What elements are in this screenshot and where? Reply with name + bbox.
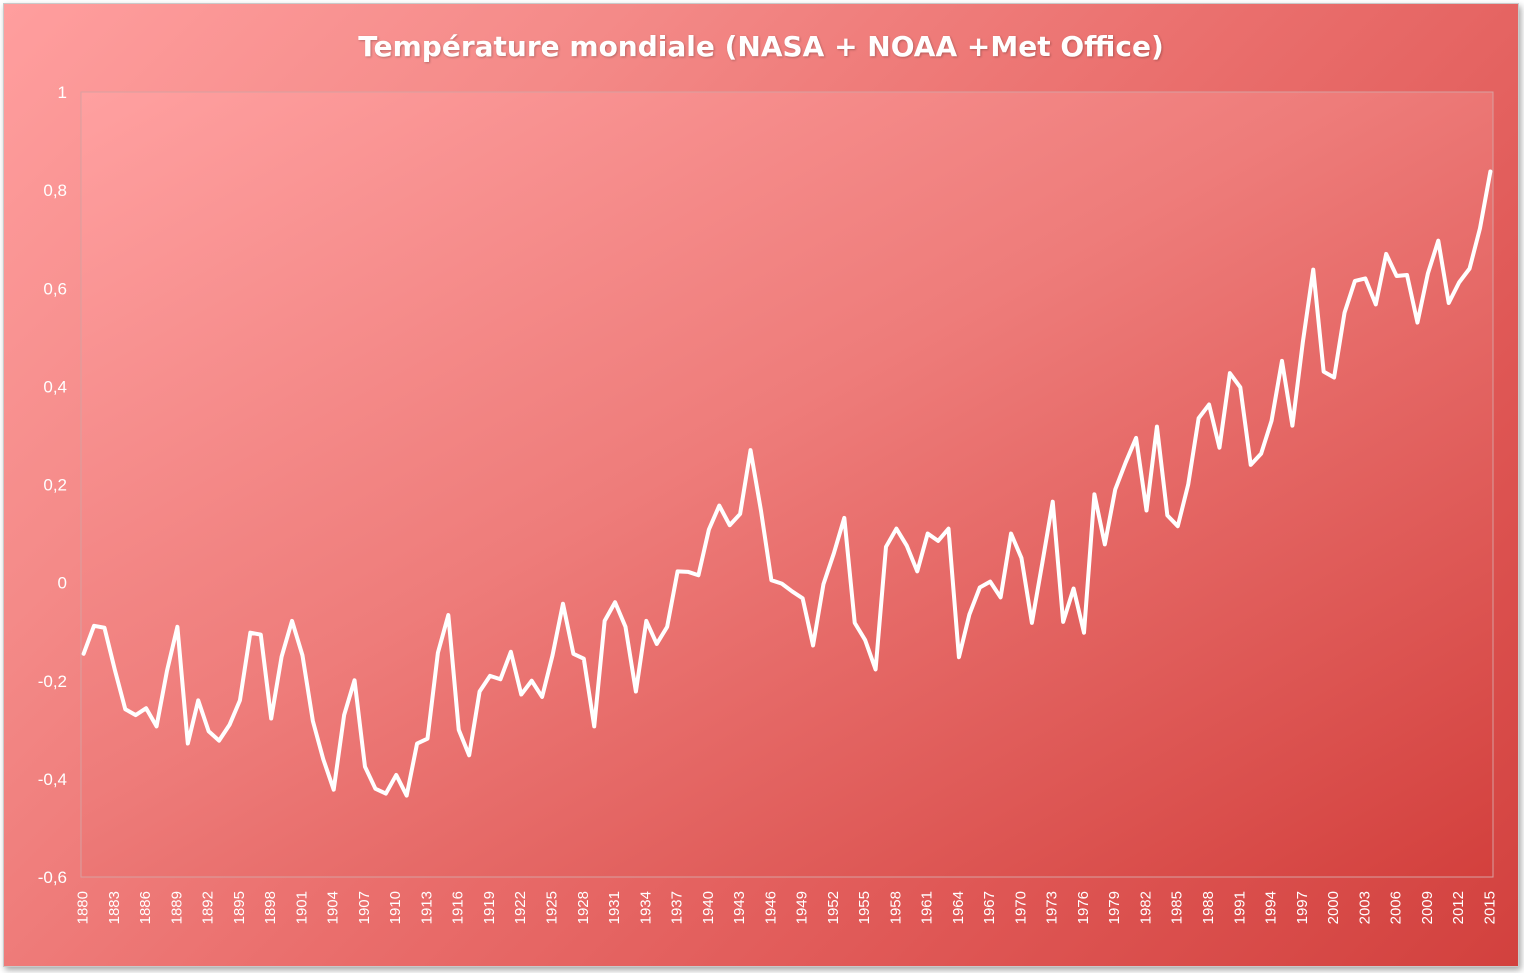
- x-tick-label: 1994: [1263, 891, 1280, 924]
- x-tick-label: 1889: [168, 891, 185, 924]
- x-tick-label: 1985: [1169, 891, 1186, 924]
- x-tick-label: 1952: [825, 891, 842, 924]
- x-tick-label: 1916: [450, 891, 467, 924]
- x-tick-label: 1883: [106, 891, 123, 924]
- x-tick-label: 1967: [981, 891, 998, 924]
- y-tick-label: 0: [58, 574, 67, 593]
- x-tick-label: 1988: [1200, 891, 1217, 924]
- x-tick-label: 1910: [387, 891, 404, 924]
- x-tick-label: 2003: [1356, 891, 1373, 924]
- x-tick-label: 1886: [137, 891, 154, 924]
- x-tick-label: 1904: [325, 891, 342, 924]
- x-tick-label: 1925: [544, 891, 561, 924]
- series-line: [81, 169, 1493, 798]
- x-tick-label: 2009: [1419, 891, 1436, 924]
- x-tick-label: 1961: [919, 891, 936, 924]
- x-tick-label: 1958: [887, 891, 904, 924]
- chart-frame: Température mondiale (NASA + NOAA +Met O…: [3, 3, 1519, 967]
- y-axis: -0,6 -0,4 -0,2 0 0,2 0,4 0,6 0,8 1: [38, 83, 67, 887]
- x-tick-label: 1949: [794, 891, 811, 924]
- y-tick-label: 0,8: [43, 181, 67, 200]
- x-tick-label: 1907: [356, 891, 373, 924]
- x-tick-label: 1946: [762, 891, 779, 924]
- x-tick-label: 1970: [1012, 891, 1029, 924]
- chart-title: Température mondiale (NASA + NOAA +Met O…: [358, 30, 1164, 63]
- x-tick-label: 1973: [1044, 891, 1061, 924]
- x-tick-label: 1892: [200, 891, 217, 924]
- x-tick-label: 1955: [856, 891, 873, 924]
- x-tick-label: 1943: [731, 891, 748, 924]
- x-tick-label: 1922: [512, 891, 529, 924]
- x-tick-label: 1898: [262, 891, 279, 924]
- x-tick-label: 1919: [481, 891, 498, 924]
- x-tick-label: 1964: [950, 891, 967, 924]
- y-tick-label: -0,2: [38, 672, 67, 691]
- x-tick-label: 1976: [1075, 891, 1092, 924]
- y-tick-label: -0,6: [38, 868, 67, 887]
- x-tick-label: 2012: [1450, 891, 1467, 924]
- x-tick-label: 1901: [293, 891, 310, 924]
- x-tick-label: 1982: [1137, 891, 1154, 924]
- y-tick-label: 0,2: [43, 476, 67, 495]
- x-tick-label: 1934: [637, 891, 654, 924]
- x-tick-label: 1937: [669, 891, 686, 924]
- x-tick-label: 1931: [606, 891, 623, 924]
- x-tick-label: 2015: [1481, 891, 1498, 924]
- x-tick-label: 1991: [1231, 891, 1248, 924]
- x-tick-label: 2000: [1325, 891, 1342, 924]
- plot-area: [80, 91, 1494, 878]
- x-tick-label: 1997: [1294, 891, 1311, 924]
- x-tick-label: 1979: [1106, 891, 1123, 924]
- x-axis: 1880 1883 1886 1889 1892 1895 1898 1901 1904 1907…: [75, 891, 1499, 924]
- line-chart: -0,6-0,4-0,200,20,40,60,81 1880 1883 1886 1…: [38, 83, 1499, 924]
- y-tick-label: 0,6: [43, 279, 67, 298]
- y-tick-label: 0,4: [43, 377, 67, 396]
- x-tick-label: 1913: [418, 891, 435, 924]
- x-tick-label: 2006: [1388, 891, 1405, 924]
- x-tick-label: 1880: [75, 891, 92, 924]
- x-tick-label: 1928: [575, 891, 592, 924]
- y-tick-label: 1: [58, 83, 67, 102]
- x-tick-label: 1895: [231, 891, 248, 924]
- y-tick-label: -0,4: [38, 770, 67, 789]
- x-tick-label: 1940: [700, 891, 717, 924]
